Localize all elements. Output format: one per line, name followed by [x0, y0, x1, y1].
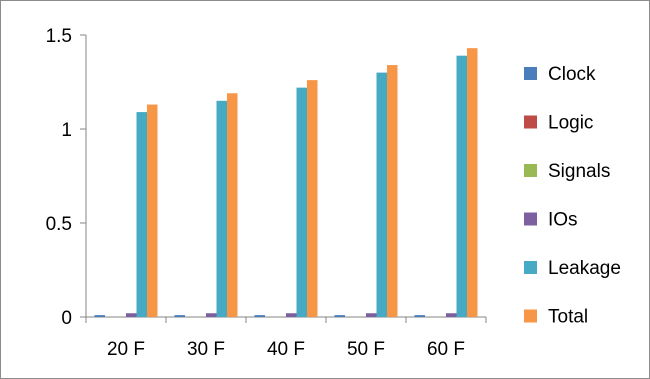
bar-ios-1 [206, 313, 217, 317]
bar-total-1 [227, 93, 238, 317]
legend-label: Signals [548, 161, 610, 182]
bar-total-2 [307, 80, 318, 318]
bar-ios-0 [126, 313, 137, 317]
bar-clock-0 [94, 315, 105, 317]
y-tick-label: 1.5 [46, 26, 72, 47]
x-tick-label: 60 F [427, 339, 465, 360]
bars [94, 48, 478, 318]
x-tick-label: 50 F [347, 339, 385, 360]
legend-item-total: Total [524, 307, 588, 328]
legend-swatch [524, 309, 537, 323]
bar-leakage-2 [296, 87, 307, 317]
legend-swatch [524, 115, 537, 129]
legend-swatch [524, 67, 537, 80]
bar-clock-3 [334, 315, 345, 317]
legend-swatch [524, 164, 537, 177]
y-tick-label: 0 [61, 308, 72, 329]
bar-leakage-4 [456, 55, 467, 318]
legend-swatch [524, 212, 537, 226]
legend-item-clock: Clock [524, 64, 596, 85]
tick-labels: 0 0.5 1 1.5 20 F 30 F 40 F 50 F 60 F [46, 26, 465, 360]
x-tick-label: 30 F [187, 339, 225, 360]
bar-clock-1 [174, 315, 185, 317]
legend-item-leakage: Leakage [524, 258, 621, 279]
bar-total-3 [387, 65, 398, 317]
legend-label: IOs [548, 210, 578, 231]
legend-label: Total [548, 307, 588, 328]
bar-clock-2 [254, 315, 265, 317]
y-tick-label: 0.5 [46, 214, 72, 235]
legend-item-ios: IOs [524, 210, 578, 231]
bar-total-4 [467, 48, 478, 317]
bar-ios-3 [366, 313, 377, 317]
legend-label: Clock [548, 64, 596, 85]
bar-leakage-0 [136, 112, 147, 317]
bar-leakage-3 [376, 72, 387, 317]
bar-ios-2 [286, 313, 297, 317]
legend-swatch [524, 261, 537, 274]
legend: Clock Logic Signals IOs Leakage Total [524, 64, 621, 328]
x-tick-label: 20 F [107, 339, 145, 360]
bar-ios-4 [446, 313, 457, 317]
legend-item-logic: Logic [524, 113, 593, 134]
bar-leakage-1 [216, 100, 227, 317]
bar-total-0 [147, 104, 158, 317]
legend-item-signals: Signals [524, 161, 610, 182]
legend-label: Leakage [548, 258, 621, 279]
x-tick-label: 40 F [267, 339, 305, 360]
legend-label: Logic [548, 113, 593, 134]
bar-clock-4 [414, 315, 425, 317]
y-tick-label: 1 [61, 120, 72, 141]
